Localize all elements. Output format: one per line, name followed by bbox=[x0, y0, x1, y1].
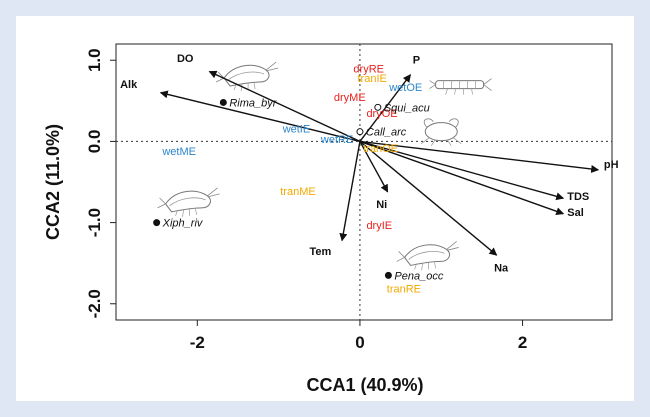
species-label-squi-acu: Squi_acu bbox=[384, 102, 430, 114]
vector-label-p: P bbox=[413, 54, 420, 66]
x-tick-label: -2 bbox=[190, 333, 205, 352]
vector-p bbox=[359, 74, 411, 142]
y-tick-label: 0.0 bbox=[85, 130, 104, 154]
vector-tem bbox=[339, 141, 361, 242]
site-label-dryme: dryME bbox=[334, 92, 366, 104]
site-label-tranme: tranME bbox=[280, 186, 315, 198]
site-label-tranre: tranRE bbox=[387, 283, 421, 295]
y-tick-label: -1.0 bbox=[85, 208, 104, 237]
x-axis-title: CCA1 (40.9%) bbox=[306, 375, 423, 395]
species-point-xiph-riv bbox=[153, 219, 161, 227]
plot-area bbox=[115, 43, 613, 321]
site-label-tranoe: tranOE bbox=[363, 143, 398, 155]
y-tick-label: -2.0 bbox=[85, 289, 104, 318]
species-label-rima-byr: Rima_byr bbox=[229, 97, 277, 109]
species-point-rima-byr bbox=[219, 98, 227, 106]
vector-label-na: Na bbox=[494, 262, 509, 274]
shrimp-icon bbox=[396, 240, 460, 271]
vector-alk bbox=[159, 90, 361, 143]
shrimp-icon bbox=[157, 187, 221, 218]
species-label-xiph-riv: Xiph_riv bbox=[162, 218, 204, 230]
vector-tds bbox=[359, 140, 565, 201]
mantis-shrimp-icon bbox=[429, 78, 493, 96]
vector-label-alk: Alk bbox=[120, 79, 138, 91]
cca-biplot: -2 0 2 1.0 0.0 -1.0 -2.0 DO Alk PpH TDS Sal Na Ni Te… bbox=[43, 43, 619, 395]
x-tick-label: 2 bbox=[518, 333, 527, 352]
site-label-dryre: dryRE bbox=[353, 63, 384, 75]
vector-label-tem: Tem bbox=[310, 246, 332, 258]
vector-na bbox=[359, 140, 498, 256]
y-axis-title: CCA2 (11.0%) bbox=[43, 124, 63, 240]
shrimp-icon bbox=[215, 61, 279, 92]
site-label-dryoe: dryOE bbox=[366, 108, 397, 120]
vector-label-do: DO bbox=[177, 53, 194, 65]
vector-label-ph: pH bbox=[604, 159, 619, 171]
vector-label-tds: TDS bbox=[567, 191, 589, 203]
vector-ph bbox=[359, 140, 600, 173]
vector-ni bbox=[359, 141, 389, 193]
vector-label-ni: Ni bbox=[376, 199, 387, 211]
species-point-squi-acu bbox=[374, 103, 382, 111]
species-label-pena-occ: Pena_occ bbox=[394, 270, 443, 282]
species-label-call-arc: Call_arc bbox=[366, 127, 407, 139]
site-label-dryie: dryIE bbox=[366, 220, 392, 232]
site-label-wetre: wetRE bbox=[320, 134, 353, 146]
vector-label-sal: Sal bbox=[567, 207, 584, 219]
site-label-wetoe: wetOE bbox=[388, 82, 422, 94]
site-label-tranie: tranIE bbox=[357, 73, 386, 85]
species-point-pena-occ bbox=[384, 271, 392, 279]
species-point-call-arc bbox=[356, 128, 364, 136]
site-label-wetie: wetIE bbox=[282, 123, 311, 135]
site-label-wetme: wetME bbox=[161, 146, 196, 158]
vector-do bbox=[208, 70, 361, 143]
vector-sal bbox=[359, 140, 565, 216]
y-tick-label: 1.0 bbox=[85, 48, 104, 72]
x-tick-label: 0 bbox=[355, 333, 364, 352]
